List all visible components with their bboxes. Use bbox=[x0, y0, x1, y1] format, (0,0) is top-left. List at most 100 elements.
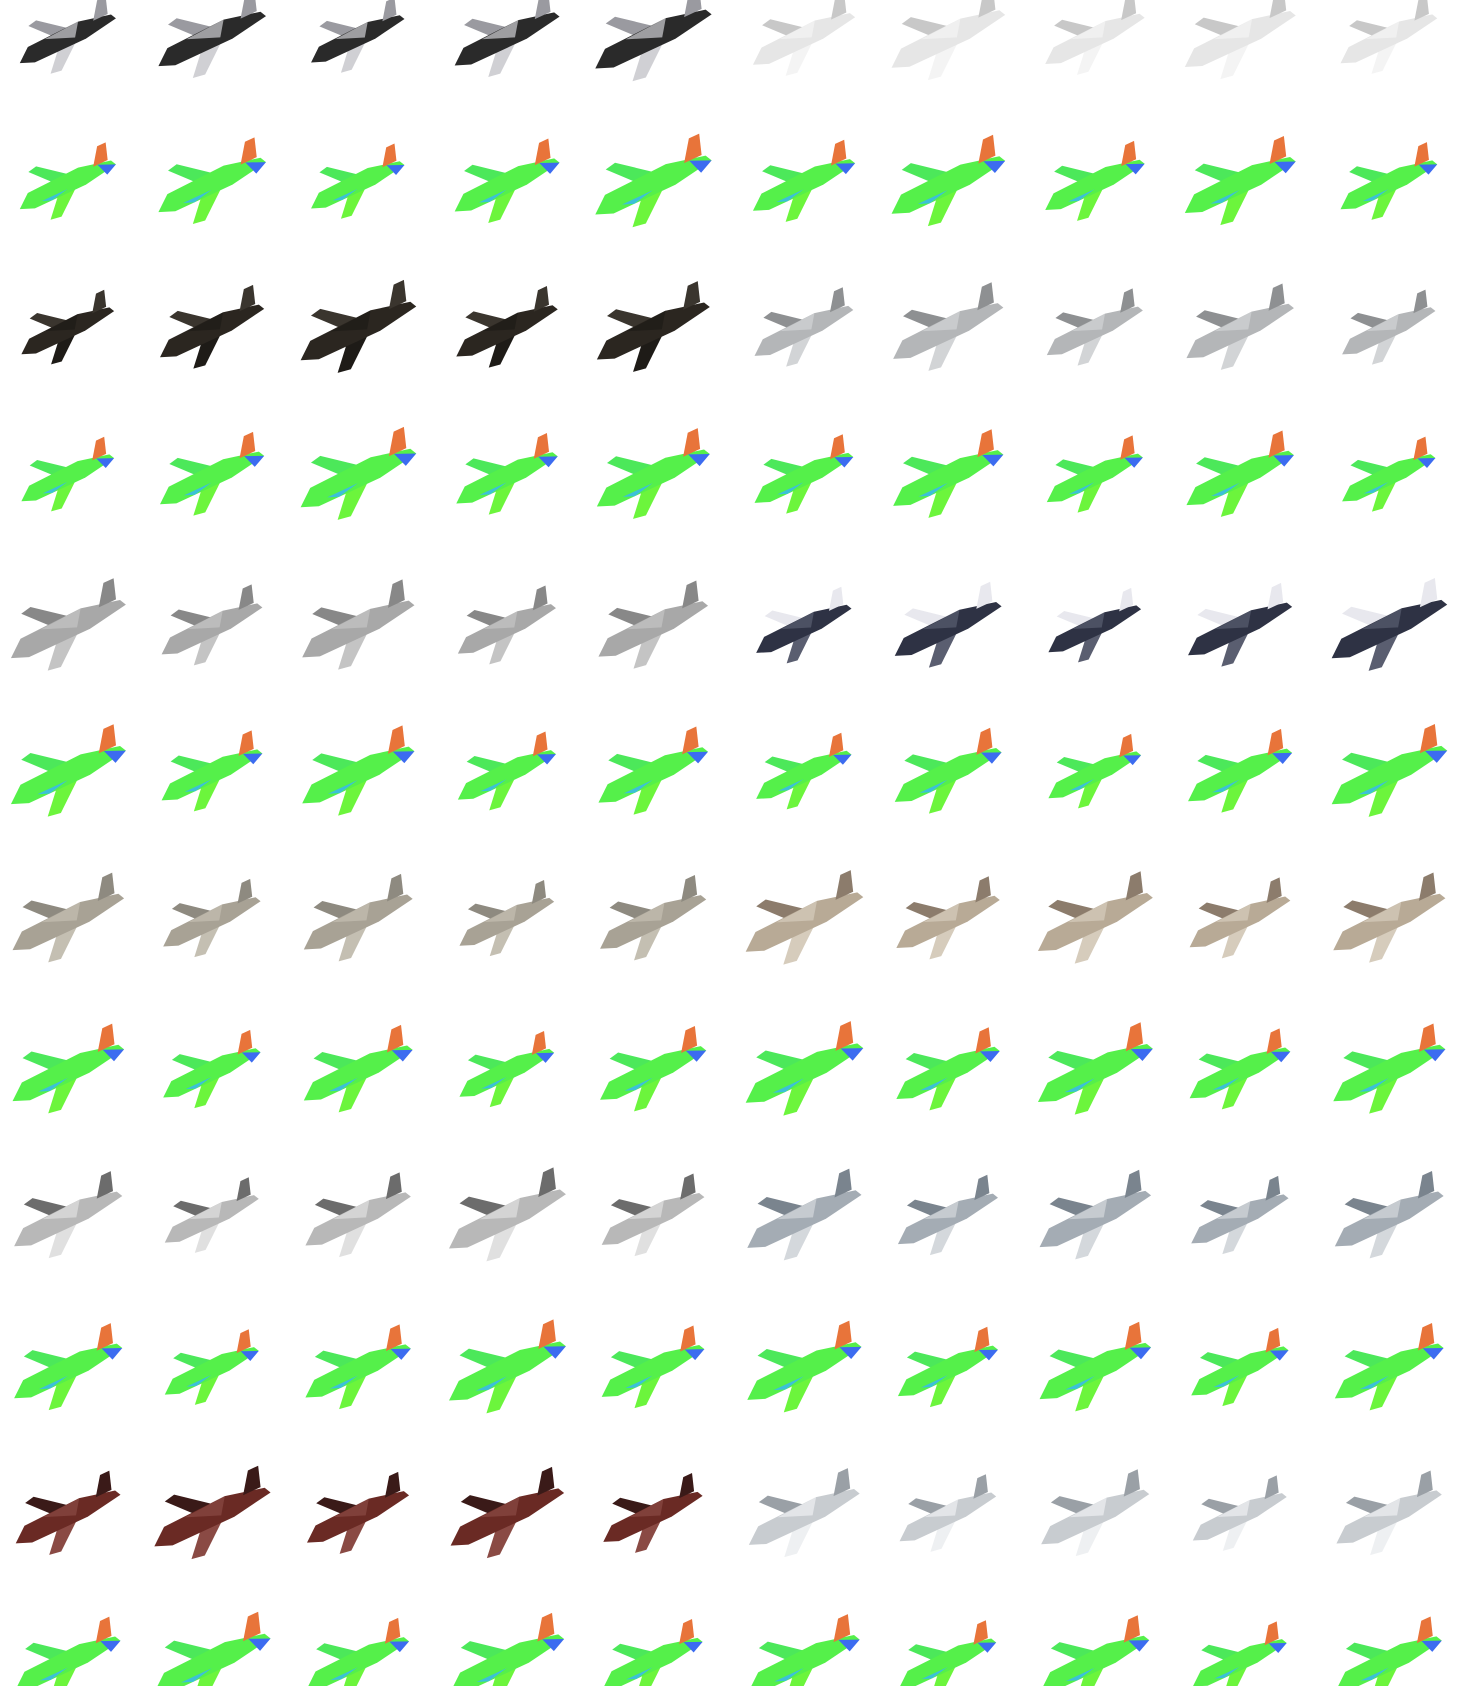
fuselage bbox=[1189, 1047, 1291, 1099]
tail bbox=[1419, 577, 1438, 608]
wing bbox=[1220, 184, 1252, 226]
tail bbox=[1265, 1327, 1281, 1353]
shade bbox=[386, 164, 405, 175]
shade bbox=[1069, 1497, 1107, 1518]
fuselage bbox=[596, 449, 710, 507]
mesh-render bbox=[1189, 1028, 1291, 1110]
mesh-render bbox=[747, 1168, 862, 1261]
wing bbox=[489, 628, 517, 665]
wing bbox=[1075, 1218, 1107, 1260]
tail bbox=[1268, 430, 1285, 458]
wing bbox=[1371, 38, 1399, 74]
fuselage bbox=[10, 599, 126, 659]
wing bbox=[1078, 628, 1105, 663]
mesh-render bbox=[603, 1619, 703, 1686]
mesh-render bbox=[449, 1319, 566, 1414]
tail bbox=[973, 1474, 988, 1499]
mesh-render bbox=[752, 0, 856, 76]
mesh-render bbox=[1334, 1170, 1444, 1259]
shade bbox=[685, 1050, 707, 1062]
tail bbox=[382, 143, 397, 168]
mesh-render bbox=[456, 286, 558, 368]
wing bbox=[786, 330, 814, 367]
tail bbox=[828, 732, 844, 757]
mesh-render bbox=[14, 1171, 123, 1259]
tail bbox=[237, 878, 253, 904]
fuselage bbox=[19, 14, 116, 64]
mesh-render bbox=[19, 142, 116, 220]
wing bbox=[1075, 1370, 1107, 1412]
mesh-render bbox=[747, 1320, 862, 1413]
tail bbox=[680, 1325, 696, 1352]
fuselage bbox=[894, 747, 1002, 802]
fuselage bbox=[598, 601, 709, 657]
shade bbox=[542, 1639, 565, 1652]
wing bbox=[192, 38, 224, 78]
mesh-render bbox=[311, 143, 405, 219]
wing bbox=[786, 477, 814, 514]
wing bbox=[928, 628, 959, 668]
fuselage bbox=[311, 15, 405, 63]
fuselage bbox=[894, 601, 1002, 656]
fuselage bbox=[1334, 1343, 1444, 1399]
mesh-render bbox=[1192, 1475, 1287, 1551]
fuselage bbox=[1037, 893, 1153, 952]
mesh-render bbox=[459, 880, 555, 957]
wing bbox=[193, 477, 223, 516]
fuselage bbox=[1192, 1639, 1287, 1686]
mesh-render bbox=[752, 139, 856, 222]
mesh-render bbox=[1331, 723, 1448, 817]
tail bbox=[532, 585, 548, 611]
tail bbox=[829, 287, 845, 313]
tail bbox=[829, 434, 845, 460]
fuselage bbox=[1039, 1342, 1152, 1400]
wing bbox=[928, 477, 960, 518]
wing bbox=[1371, 477, 1399, 512]
wing bbox=[1220, 38, 1252, 80]
wing bbox=[783, 1370, 816, 1413]
tail bbox=[682, 726, 699, 755]
mesh-render bbox=[1037, 871, 1153, 964]
wing bbox=[194, 1072, 222, 1109]
wing bbox=[1370, 1662, 1400, 1686]
tail bbox=[96, 1323, 113, 1351]
fuselage bbox=[752, 13, 856, 65]
fuselage bbox=[1333, 893, 1446, 951]
fuselage bbox=[1189, 896, 1291, 948]
tail bbox=[386, 1024, 404, 1053]
mesh-render bbox=[756, 732, 852, 810]
mesh-render bbox=[891, 134, 1006, 227]
fuselage bbox=[307, 1637, 410, 1686]
tail bbox=[681, 1026, 698, 1053]
wing bbox=[785, 184, 815, 222]
fuselage bbox=[748, 1635, 860, 1686]
wing bbox=[1077, 330, 1105, 366]
wing bbox=[338, 921, 370, 962]
mesh-render bbox=[1041, 1615, 1150, 1686]
tail bbox=[1418, 1023, 1436, 1052]
mesh-render bbox=[601, 1325, 705, 1409]
fuselage bbox=[1184, 10, 1296, 68]
tail bbox=[830, 139, 847, 166]
wing bbox=[1077, 38, 1106, 75]
mesh-render bbox=[164, 1177, 259, 1253]
wing bbox=[193, 628, 223, 666]
fuselage bbox=[1045, 13, 1145, 65]
tail bbox=[828, 586, 844, 611]
mesh-render bbox=[899, 1474, 997, 1552]
wing bbox=[1371, 184, 1399, 220]
fuselage bbox=[154, 1633, 271, 1686]
wing bbox=[635, 1662, 663, 1686]
mesh-render bbox=[19, 0, 116, 74]
tail bbox=[1269, 135, 1287, 165]
fuselage bbox=[745, 1043, 864, 1103]
mesh-render bbox=[302, 725, 415, 816]
fuselage bbox=[163, 1048, 261, 1098]
tail bbox=[683, 428, 701, 457]
wing bbox=[50, 184, 78, 220]
tail bbox=[384, 1617, 401, 1644]
mesh-render bbox=[450, 1612, 565, 1686]
wing bbox=[486, 1516, 519, 1559]
fuselage bbox=[14, 1191, 123, 1247]
fuselage bbox=[1188, 748, 1293, 802]
